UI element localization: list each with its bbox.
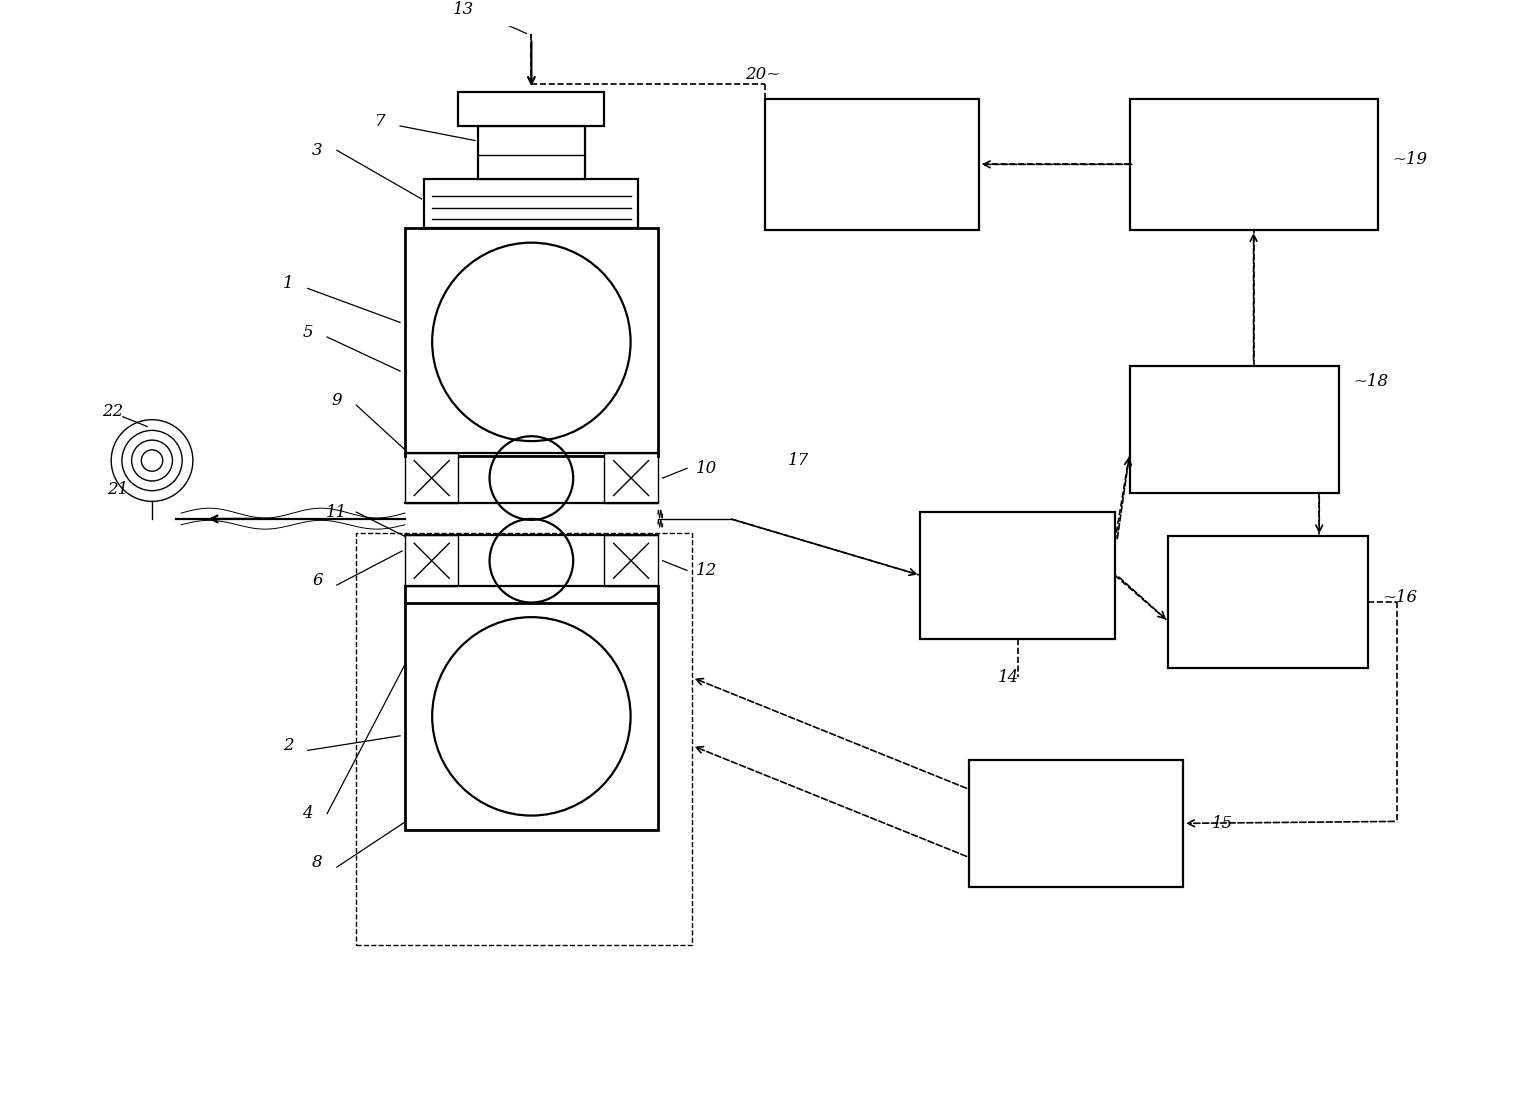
Text: 4: 4 [302,805,313,822]
Text: 22: 22 [103,403,124,420]
Bar [405,602,658,830]
Bar [356,533,692,945]
Bar [969,760,1183,887]
Bar [1130,366,1338,493]
Bar [765,99,978,230]
Text: 10: 10 [696,460,718,476]
Text: ~19: ~19 [1393,151,1427,169]
Bar [604,535,658,586]
Bar [478,126,586,180]
Text: 8: 8 [313,854,323,871]
Text: 17: 17 [789,452,810,469]
Text: 15: 15 [1212,815,1233,832]
Bar [425,180,639,228]
Bar [1168,537,1368,668]
Bar [405,228,658,456]
Bar [604,452,658,504]
Text: 7: 7 [375,113,385,129]
Text: 3: 3 [313,141,323,159]
Bar [458,92,604,126]
Text: 11: 11 [326,504,347,520]
Text: 6: 6 [313,572,323,589]
Text: 21: 21 [108,481,129,498]
Text: ~18: ~18 [1353,372,1388,390]
Text: 9: 9 [332,392,343,408]
Text: 13: 13 [452,1,473,18]
Bar [405,452,458,504]
Text: 2: 2 [282,737,293,754]
Bar [405,535,458,586]
Text: 1: 1 [282,275,293,292]
Text: 5: 5 [302,324,313,341]
Bar [921,512,1115,638]
Text: 20~: 20~ [745,67,780,83]
Text: ~16: ~16 [1382,589,1417,606]
Bar [1130,99,1377,230]
Text: 14: 14 [997,669,1018,685]
Text: 12: 12 [696,562,718,579]
